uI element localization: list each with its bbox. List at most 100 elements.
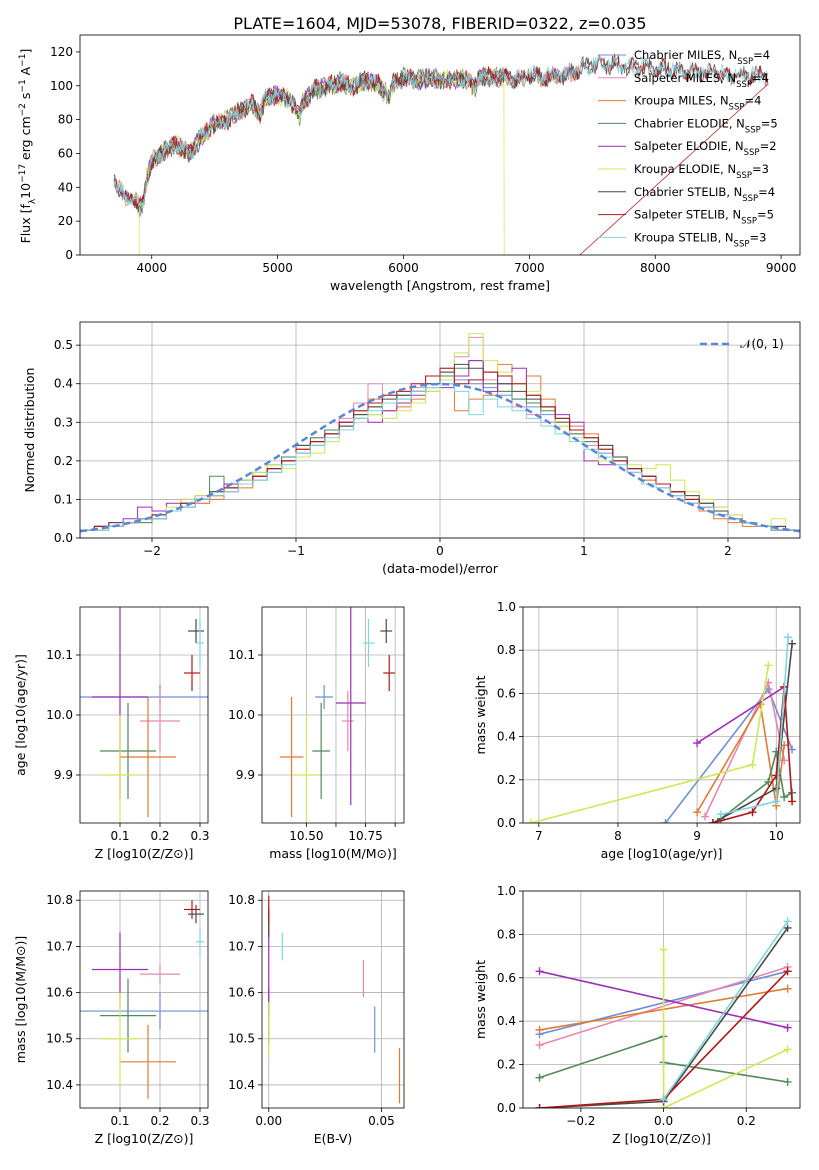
y-axis-label-part: λ [28,198,38,204]
legend-label-sub: SSP [734,239,750,249]
panel-weight_vs_z: −0.2 0.0 0.2 0.0 0.2 0.4 0.6 0.8 1.0 Z [log10(Z/Z… [473,884,801,1146]
legend-label-tail: =2 [760,139,777,153]
weight-marker [764,661,773,670]
legend-label-tail: =4 [752,71,769,85]
y-tick-label: 10.4 [228,1078,255,1092]
y-tick-label: 10.6 [228,986,255,1000]
axes-frame [79,34,801,256]
legend-label-tail: =5 [757,208,774,222]
legend-label-sub: SSP [744,148,760,158]
legend-label-main: Salpeter MILES, N [634,71,736,85]
x-axis-label: E(B-V) [314,1131,353,1146]
x-axis-label: age [log10(age/yr)] [601,846,723,861]
y-axis-label: age [log10(age/yr)] [13,654,28,776]
weight-marker [783,967,792,976]
legend-label-main: Salpeter ELODIE, N [634,139,744,153]
legend-label-tail: =3 [752,162,769,176]
panel-age_vs_z: 0.1 0.2 0.3 9.9 10.0 10.1 Z [log10(Z/Z⊙)] age [… [13,606,210,861]
legend-label: Chabrier MILES, NSSP=4 [634,48,770,67]
legend-label-main: Salpeter STELIB, N [634,208,741,222]
y-tick-label: 10.1 [228,648,255,662]
y-axis-label-part: −1 [18,54,28,67]
weight-marker [788,745,797,754]
y-tick-label: 0.2 [497,773,516,787]
y-tick-label: 0.6 [497,971,516,985]
y-tick-label: 10.4 [46,1078,73,1092]
x-tick-label: −1 [287,544,305,558]
weight-marker [701,812,710,821]
y-tick-label: 0.0 [497,1101,516,1115]
x-tick-label: 0.2 [150,1114,169,1128]
y-axis-label: Normed distribution [22,368,37,493]
weight-marker [783,1077,792,1086]
y-tick-label: 0 [65,248,73,262]
weight-marker [788,639,797,648]
legend-label-sub: SSP [736,171,752,181]
x-tick-label: 9 [693,829,701,843]
y-axis-label-part: s [18,93,33,104]
y-tick-label: 1.0 [497,600,516,614]
y-tick-label: 0.8 [497,643,516,657]
legend-label-main: Kroupa MILES, N [634,94,729,108]
x-tick-label: 7000 [514,261,545,275]
x-tick-label: 10 [769,829,784,843]
figure-title: PLATE=1604, MJD=53078, FIBERID=0322, z=0… [233,14,646,33]
legend-label-main: Chabrier ELODIE, N [634,116,745,130]
y-axis-label: mass weight [473,960,488,1039]
panel-mass_vs_ebv: 0.00 0.05 10.4 10.5 10.6 10.7 10.8 E(B-V) [228,890,405,1146]
legend-label: Salpeter STELIB, NSSP=5 [634,208,774,227]
weight-marker [748,760,757,769]
y-tick-label: 20 [58,214,73,228]
legend-label-tail: =4 [744,94,761,108]
weight-marker [783,984,792,993]
x-tick-label: 10.50 [289,829,323,843]
y-tick-label: 10.8 [46,893,73,907]
plot-area-mass_vs_z [80,900,208,1099]
y-tick-label: 10.7 [46,939,73,953]
x-tick-label: 7 [535,829,543,843]
y-tick-label: 0.4 [54,377,73,391]
weight-marker [535,967,544,976]
panel-age_vs_mass: 10.50 10.75 9.9 10.0 10.1 mass [log10(M/M⊙)] [228,606,405,861]
spectrum-line [113,53,769,210]
weight-marker [659,1095,668,1104]
weight-line [662,949,788,1108]
x-tick-label: 0.3 [190,1114,209,1128]
y-tick-label: 10.1 [46,648,73,662]
x-axis-label: Z [log10(Z/Z⊙)] [95,1131,194,1146]
legend-label: Chabrier STELIB, NSSP=4 [634,185,775,204]
plot-area-weight_vs_age [526,633,797,823]
x-tick-label: 0.2 [150,829,169,843]
y-tick-label: 0.0 [497,816,516,830]
y-tick-label: 0.4 [497,1014,516,1028]
y-tick-label: 100 [50,79,73,93]
weight-marker [716,810,725,819]
weight-marker [748,808,757,817]
y-tick-label: 10.7 [228,939,255,953]
legend-label: Kroupa ELODIE, NSSP=3 [634,162,769,181]
weight-marker [535,1073,544,1082]
y-tick-label: 0.2 [54,454,73,468]
y-tick-label: 10.5 [228,1032,255,1046]
axes-frame [79,890,209,1109]
panel-mass_vs_z: 0.1 0.2 0.3 10.4 10.5 10.6 10.7 10.8 Z [log10(Z/… [13,890,210,1146]
legend-label: Kroupa STELIB, NSSP=3 [634,230,766,249]
y-axis-label-part: 10 [18,183,33,199]
weight-marker [784,633,793,642]
legend-label-tail: =4 [758,185,775,199]
y-axis-label-part: −2 [18,103,28,116]
x-tick-label: 8 [614,829,622,843]
axes-frame [261,890,405,1109]
weight-marker [772,797,781,806]
y-axis-label-part: A [18,66,33,79]
y-tick-label: 0.2 [497,1058,516,1072]
legend-label-sub: SSP [742,194,758,204]
weight-marker [783,1023,792,1032]
y-tick-label: 0.4 [497,730,516,744]
legend-label-main: Kroupa ELODIE, N [634,162,736,176]
x-axis-label: (data-model)/error [382,561,499,576]
x-axis-label: wavelength [Angstrom, rest frame] [330,278,550,293]
y-tick-label: 0.0 [54,531,73,545]
legend-label-tail: =4 [753,48,770,62]
weight-marker [659,945,668,954]
